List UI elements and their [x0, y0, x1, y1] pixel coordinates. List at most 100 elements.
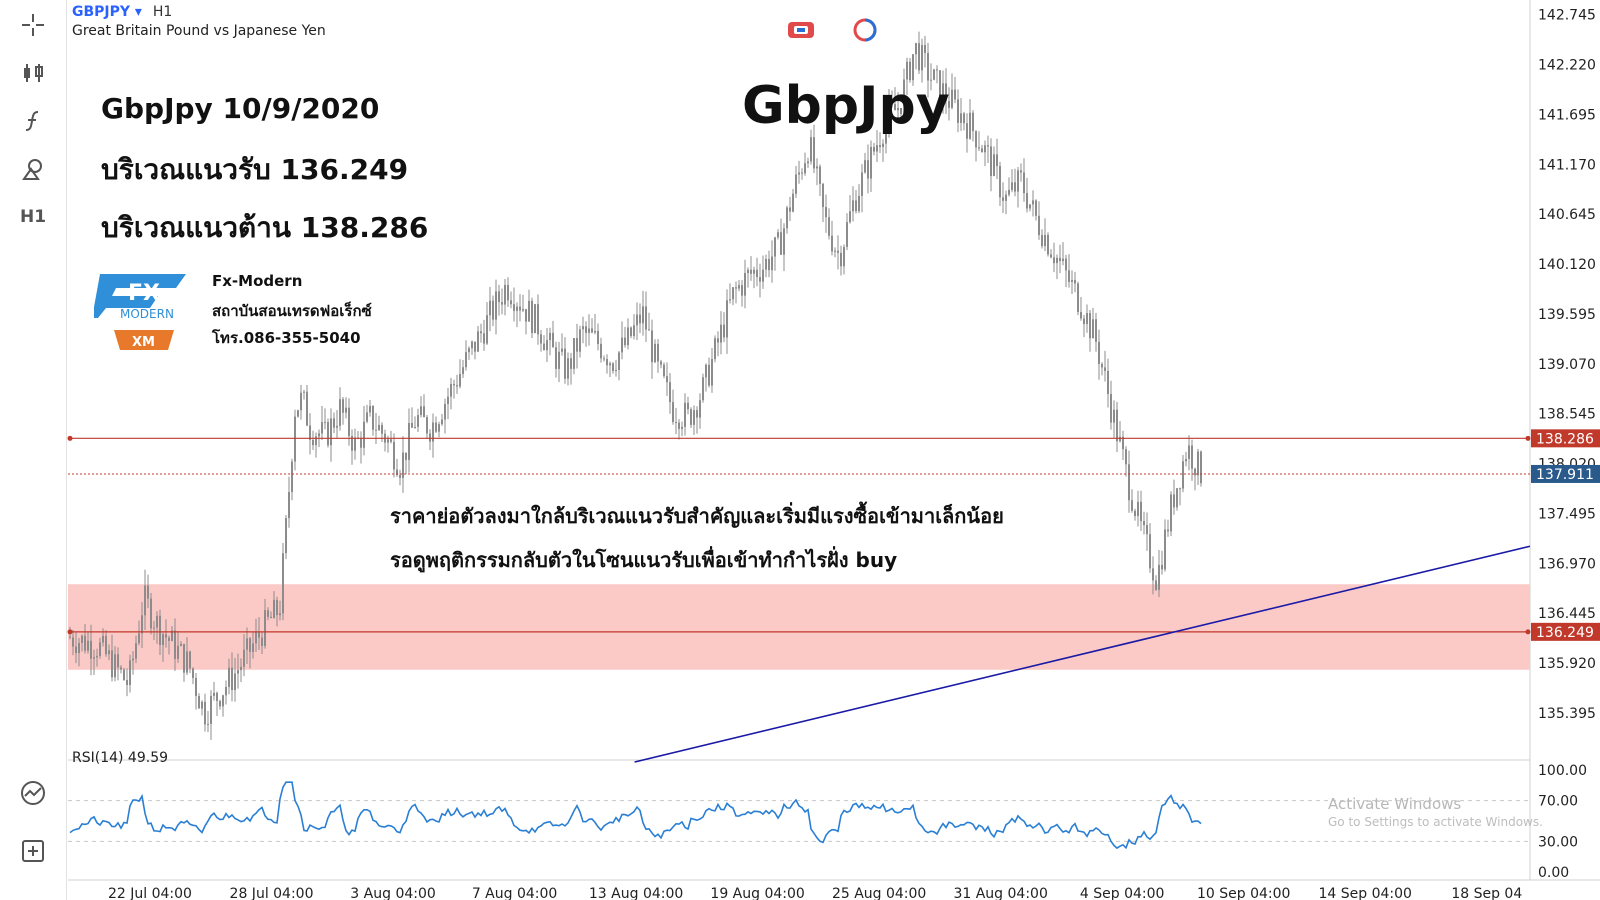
candle-body: [210, 695, 212, 724]
function-icon[interactable]: [14, 102, 52, 140]
candle-body: [138, 633, 140, 644]
candle-body: [90, 640, 92, 659]
candle-body: [429, 433, 431, 442]
candle-body: [1200, 451, 1202, 484]
shapes-icon[interactable]: [14, 150, 52, 188]
candle-body: [1011, 182, 1013, 190]
candle-body: [504, 284, 506, 305]
candle-body: [1023, 172, 1025, 194]
candle-body: [1101, 363, 1103, 368]
brand-phone: โทร.086-355-5040: [212, 329, 361, 347]
candle-body: [813, 137, 815, 169]
x-tick-label: 14 Sep 04:00: [1319, 886, 1412, 900]
candle-body: [501, 302, 503, 305]
candle-body: [450, 383, 452, 397]
candle-body: [1095, 319, 1097, 342]
candle-body: [1008, 189, 1010, 195]
candle-body: [732, 287, 734, 300]
candle-body: [249, 638, 251, 652]
candle-body: [867, 160, 869, 179]
crosshair-icon[interactable]: [14, 6, 52, 44]
clock-icon[interactable]: [850, 18, 880, 42]
y-tick-label: 141.170: [1538, 157, 1596, 173]
candle-body: [768, 258, 770, 271]
candle-body: [201, 701, 203, 709]
candle-body: [207, 723, 209, 725]
replay-icon[interactable]: [786, 18, 816, 42]
x-tick-label: 28 Jul 04:00: [230, 886, 314, 900]
candle-body: [531, 300, 533, 333]
resistance-handle: [67, 435, 73, 441]
candle-body: [438, 424, 440, 432]
candle-body: [1032, 200, 1034, 205]
timeframe-button[interactable]: H1: [14, 198, 52, 236]
candle-body: [1143, 521, 1145, 526]
candle-body: [144, 585, 146, 616]
candle-body: [126, 680, 128, 686]
candle-body: [186, 651, 188, 673]
candle-body: [264, 610, 266, 646]
candle-body: [828, 217, 830, 236]
candle-body: [1050, 254, 1052, 258]
candle-body: [375, 429, 377, 431]
candle-body: [270, 616, 272, 619]
candle-body: [231, 667, 233, 691]
candle-body: [744, 272, 746, 296]
candle-body: [1176, 488, 1178, 508]
note-line-1: ราคาย่อตัวลงมาใกล้บริเวณแนวรับสำคัญและเร…: [390, 504, 1004, 528]
indicator-icon[interactable]: [14, 774, 52, 812]
candle-body: [774, 237, 776, 257]
rsi-tick-label: 100.00: [1538, 763, 1587, 779]
candle-body: [996, 154, 998, 167]
analysis-date: GbpJpy 10/9/2020: [101, 92, 380, 125]
candle-body: [561, 348, 563, 352]
symbol-name: GBPJPY: [72, 4, 131, 20]
candle-body: [276, 599, 278, 616]
candle-body: [315, 436, 317, 446]
chevron-down-icon: ▾: [134, 4, 142, 20]
candles-icon[interactable]: [14, 54, 52, 92]
candle-body: [1035, 200, 1037, 216]
candle-body: [288, 491, 290, 519]
candle-body: [837, 250, 839, 253]
x-tick-label: 31 Aug 04:00: [953, 886, 1047, 900]
candle-body: [756, 269, 758, 278]
candle-body: [978, 147, 980, 149]
candle-body: [1170, 494, 1172, 532]
candle-body: [153, 627, 155, 629]
x-tick-label: 22 Jul 04:00: [108, 886, 192, 900]
candle-body: [789, 207, 791, 212]
candle-body: [1128, 464, 1130, 501]
candle-body: [564, 348, 566, 379]
candle-body: [705, 364, 707, 378]
candle-body: [573, 338, 575, 369]
candle-body: [420, 406, 422, 416]
candle-body: [624, 337, 626, 346]
candle-body: [708, 364, 710, 386]
y-tick-label: 140.120: [1538, 257, 1596, 273]
candle-body: [780, 232, 782, 255]
y-tick-label: 142.220: [1538, 58, 1596, 74]
candle-body: [924, 45, 926, 54]
candle-body: [432, 422, 434, 442]
candle-body: [312, 439, 314, 446]
candle-body: [672, 402, 674, 423]
candle-body: [858, 195, 860, 212]
candle-body: [711, 359, 713, 386]
candle-body: [909, 61, 911, 81]
y-tick-label: 137.495: [1538, 506, 1596, 522]
candle-body: [687, 402, 689, 410]
candle-body: [930, 79, 932, 81]
candle-body: [1029, 204, 1031, 209]
candle-body: [528, 300, 530, 322]
candle-body: [87, 640, 89, 651]
candle-body: [387, 439, 389, 443]
candle-body: [921, 45, 923, 71]
add-icon[interactable]: [14, 832, 52, 870]
candle-body: [933, 69, 935, 80]
candle-body: [798, 172, 800, 175]
candle-body: [666, 376, 668, 383]
candle-body: [234, 673, 236, 691]
symbol-selector[interactable]: GBPJPY ▾ H1: [72, 4, 172, 20]
